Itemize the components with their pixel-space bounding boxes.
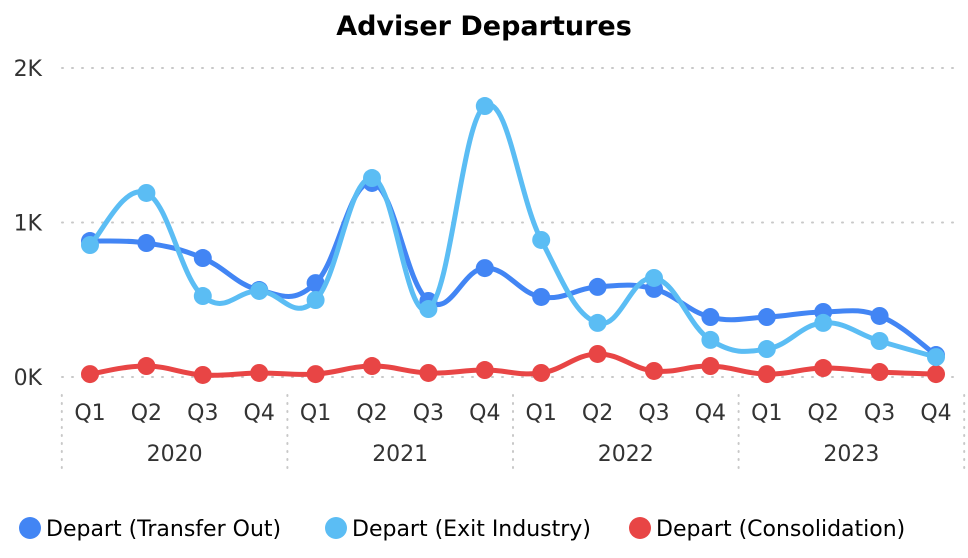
x-tick-label: Q3 bbox=[413, 401, 444, 426]
y-axis: 0K 1K 2K bbox=[14, 57, 43, 391]
year-label: 2021 bbox=[372, 442, 428, 467]
year-label: 2023 bbox=[823, 442, 879, 467]
data-point bbox=[475, 97, 494, 116]
data-point bbox=[250, 281, 269, 300]
data-point bbox=[137, 234, 156, 253]
data-point bbox=[475, 259, 494, 278]
y-tick-label: 2K bbox=[14, 57, 43, 82]
data-point bbox=[757, 308, 776, 327]
year-label: 2020 bbox=[147, 442, 203, 467]
data-point bbox=[532, 287, 551, 306]
data-point bbox=[701, 357, 720, 376]
series-line bbox=[89, 351, 937, 378]
x-tick-label: Q4 bbox=[920, 401, 951, 426]
x-tick-label: Q2 bbox=[582, 401, 613, 426]
x-tick-label: Q1 bbox=[751, 401, 782, 426]
series-depart-consolidation bbox=[81, 344, 945, 384]
data-point bbox=[532, 363, 551, 382]
data-point bbox=[306, 274, 325, 293]
x-tick-label: Q3 bbox=[864, 401, 895, 426]
series-depart-transfer-out bbox=[81, 173, 945, 365]
plot-area bbox=[81, 97, 945, 384]
data-point bbox=[927, 348, 945, 367]
series-line bbox=[88, 102, 937, 360]
x-tick-label: Q2 bbox=[808, 401, 839, 426]
x-tick-label: Q4 bbox=[469, 401, 500, 426]
data-point bbox=[701, 308, 720, 327]
legend-marker-icon bbox=[629, 517, 651, 539]
data-point bbox=[137, 357, 156, 376]
data-point bbox=[193, 365, 212, 384]
data-point bbox=[306, 291, 325, 310]
data-point bbox=[306, 365, 325, 384]
data-point bbox=[870, 363, 889, 382]
x-tick-label: Q1 bbox=[74, 401, 105, 426]
data-point bbox=[363, 357, 381, 376]
x-tick-label: Q3 bbox=[187, 401, 218, 426]
data-point bbox=[588, 277, 607, 296]
x-tick-label: Q1 bbox=[526, 401, 557, 426]
data-point bbox=[532, 230, 551, 249]
x-axis: Q1 Q2 Q3 Q4 Q1 Q2 Q3 Q4 Q1 Q2 Q3 Q4 Q1 Q2 Q3 Q4 2020 2021… bbox=[74, 401, 951, 467]
x-tick-label: Q4 bbox=[244, 401, 275, 426]
data-point bbox=[757, 340, 776, 359]
data-point bbox=[250, 363, 269, 382]
data-point bbox=[701, 330, 720, 349]
year-label: 2022 bbox=[598, 442, 654, 467]
data-point bbox=[645, 361, 663, 380]
legend-marker-icon bbox=[325, 517, 347, 539]
data-point bbox=[81, 365, 99, 384]
legend-label: Depart (Transfer Out) bbox=[46, 517, 281, 542]
data-point bbox=[645, 268, 663, 287]
x-tick-label: Q1 bbox=[300, 401, 331, 426]
data-point bbox=[363, 169, 381, 188]
x-tick-label: Q3 bbox=[638, 401, 669, 426]
data-point bbox=[757, 365, 776, 384]
data-point bbox=[927, 365, 945, 384]
data-point bbox=[419, 300, 438, 319]
y-tick-label: 1K bbox=[14, 212, 43, 237]
y-tick-label: 0K bbox=[14, 366, 43, 391]
data-point bbox=[588, 344, 607, 363]
legend-label: Depart (Exit Industry) bbox=[352, 517, 591, 542]
data-point bbox=[814, 313, 833, 332]
x-tick-label: Q4 bbox=[695, 401, 726, 426]
data-point bbox=[870, 306, 889, 325]
data-point bbox=[419, 363, 438, 382]
x-tick-label: Q2 bbox=[356, 401, 387, 426]
x-tick-label: Q2 bbox=[131, 401, 162, 426]
series-depart-exit-industry bbox=[81, 97, 945, 367]
chart-title: Adviser Departures bbox=[336, 11, 632, 42]
legend-label: Depart (Consolidation) bbox=[656, 517, 905, 542]
data-point bbox=[137, 183, 156, 202]
legend: Depart (Transfer Out) Depart (Exit Indust… bbox=[19, 517, 905, 542]
legend-marker-icon bbox=[19, 517, 41, 539]
data-point bbox=[475, 361, 494, 380]
data-point bbox=[81, 236, 99, 255]
data-point bbox=[193, 249, 212, 268]
data-point bbox=[870, 332, 889, 351]
data-point bbox=[814, 359, 833, 378]
data-point bbox=[193, 287, 212, 306]
data-point bbox=[588, 313, 607, 332]
